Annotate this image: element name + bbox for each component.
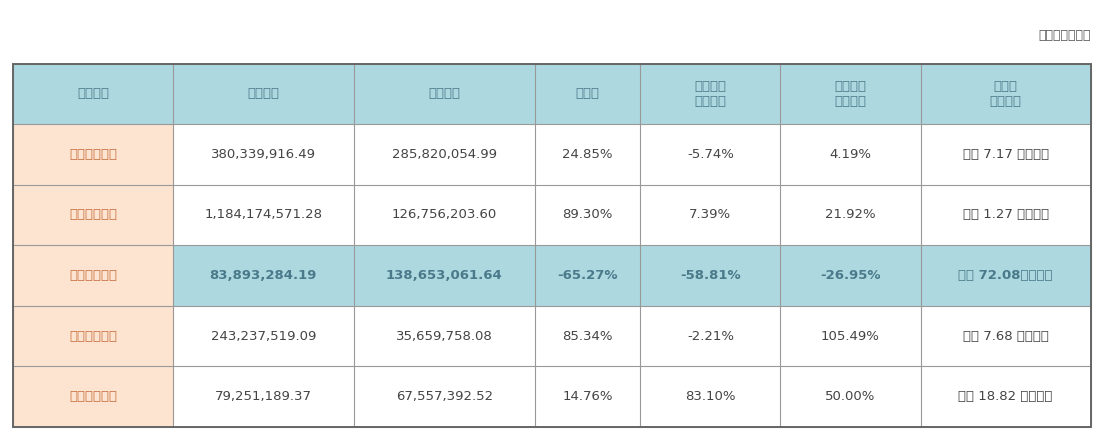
Text: 营业成本
同比增减: 营业成本 同比增减: [835, 80, 867, 108]
Bar: [640, 245, 781, 306]
Bar: [781, 124, 921, 185]
Bar: [353, 64, 534, 124]
Bar: [172, 306, 353, 367]
Bar: [640, 367, 781, 427]
Bar: [921, 185, 1091, 245]
Bar: [13, 245, 172, 306]
Text: 1,184,174,571.28: 1,184,174,571.28: [204, 208, 322, 222]
Bar: [781, 185, 921, 245]
Text: 35,659,758.08: 35,659,758.08: [396, 330, 492, 343]
Bar: [921, 64, 1091, 124]
Text: 83,893,284.19: 83,893,284.19: [210, 269, 317, 282]
Bar: [921, 367, 1091, 427]
Bar: [921, 124, 1091, 185]
Bar: [353, 124, 534, 185]
Bar: [921, 306, 1091, 367]
Bar: [534, 124, 640, 185]
Text: -58.81%: -58.81%: [680, 269, 741, 282]
Text: 105.49%: 105.49%: [821, 330, 880, 343]
Text: 投资银行板块: 投资银行板块: [68, 269, 117, 282]
Bar: [640, 64, 781, 124]
Text: 毛利率: 毛利率: [575, 87, 599, 100]
Text: 4.19%: 4.19%: [829, 148, 871, 161]
Bar: [13, 185, 172, 245]
Text: 67,557,392.52: 67,557,392.52: [395, 390, 492, 403]
Text: 增加 18.82 个百分点: 增加 18.82 个百分点: [958, 390, 1053, 403]
Text: 业务类别: 业务类别: [77, 87, 109, 100]
Text: 285,820,054.99: 285,820,054.99: [392, 148, 497, 161]
Bar: [172, 64, 353, 124]
Text: 营业成本: 营业成本: [428, 87, 460, 100]
Text: 减少 1.27 个百分点: 减少 1.27 个百分点: [963, 208, 1049, 222]
Text: 营业收入
同比增减: 营业收入 同比增减: [694, 80, 726, 108]
Text: 信用业务板块: 信用业务板块: [68, 330, 117, 343]
Text: 89.30%: 89.30%: [562, 208, 613, 222]
Text: 243,237,519.09: 243,237,519.09: [211, 330, 316, 343]
Text: 126,756,203.60: 126,756,203.60: [392, 208, 497, 222]
Text: 单位：人民币元: 单位：人民币元: [1038, 28, 1091, 42]
Bar: [534, 245, 640, 306]
Text: 79,251,189.37: 79,251,189.37: [215, 390, 311, 403]
Bar: [353, 367, 534, 427]
Text: -5.74%: -5.74%: [687, 148, 734, 161]
Bar: [353, 306, 534, 367]
Text: -2.21%: -2.21%: [687, 330, 734, 343]
Text: 24.85%: 24.85%: [562, 148, 613, 161]
Bar: [353, 245, 534, 306]
Bar: [640, 185, 781, 245]
Text: 减少 7.17 个百分点: 减少 7.17 个百分点: [963, 148, 1049, 161]
Text: 85.34%: 85.34%: [562, 330, 613, 343]
Bar: [781, 367, 921, 427]
Bar: [781, 64, 921, 124]
Bar: [172, 185, 353, 245]
Bar: [534, 64, 640, 124]
Bar: [921, 245, 1091, 306]
Text: 营业收入: 营业收入: [247, 87, 279, 100]
Bar: [172, 245, 353, 306]
Text: 380,339,916.49: 380,339,916.49: [211, 148, 316, 161]
Bar: [13, 64, 1091, 427]
Text: 7.39%: 7.39%: [689, 208, 732, 222]
Bar: [640, 306, 781, 367]
Bar: [13, 367, 172, 427]
Text: 减少 7.68 个百分点: 减少 7.68 个百分点: [963, 330, 1049, 343]
Bar: [534, 185, 640, 245]
Bar: [13, 306, 172, 367]
Bar: [534, 367, 640, 427]
Text: 减少 72.08个百分点: 减少 72.08个百分点: [958, 269, 1053, 282]
Bar: [534, 306, 640, 367]
Text: -65.27%: -65.27%: [558, 269, 618, 282]
Text: 50.00%: 50.00%: [826, 390, 875, 403]
Text: 21.92%: 21.92%: [825, 208, 875, 222]
Bar: [13, 64, 172, 124]
Bar: [640, 124, 781, 185]
Text: -26.95%: -26.95%: [820, 269, 881, 282]
Bar: [781, 306, 921, 367]
Bar: [353, 185, 534, 245]
Text: 毛利率
同比增减: 毛利率 同比增减: [989, 80, 1021, 108]
Text: 14.76%: 14.76%: [562, 390, 613, 403]
Bar: [172, 124, 353, 185]
Text: 83.10%: 83.10%: [686, 390, 735, 403]
Bar: [172, 367, 353, 427]
Bar: [13, 124, 172, 185]
Bar: [781, 245, 921, 306]
Text: 财富管理板块: 财富管理板块: [68, 148, 117, 161]
Text: 138,653,061.64: 138,653,061.64: [386, 269, 502, 282]
Text: 资产管理板块: 资产管理板块: [68, 390, 117, 403]
Text: 自营投资板块: 自营投资板块: [68, 208, 117, 222]
